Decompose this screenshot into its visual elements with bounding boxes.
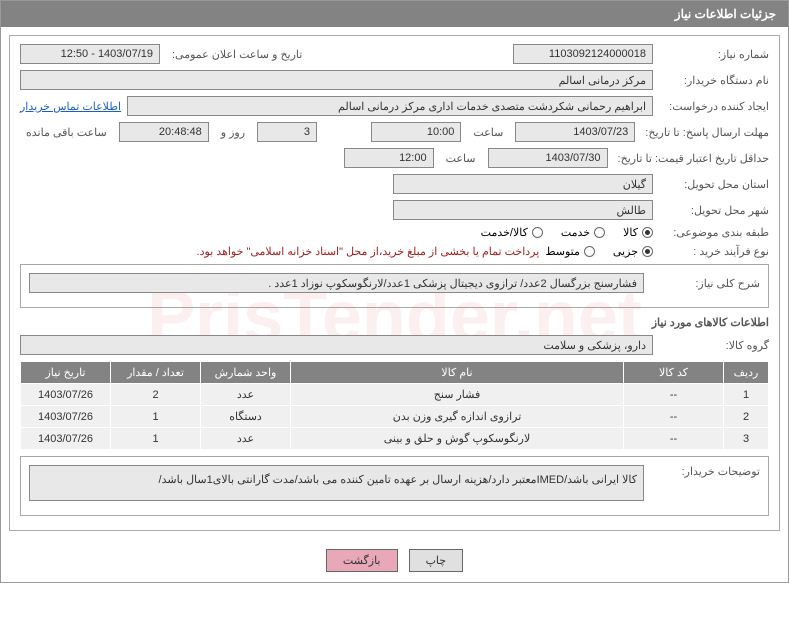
table-cell: 3 [724, 428, 769, 450]
print-button[interactable]: چاپ [409, 549, 464, 572]
buyer-org-value: مرکز درمانی اسالم [20, 70, 653, 90]
description-box: توضیحات خریدار: کالا ایرانی باشد/IMEDمعت… [20, 456, 769, 516]
days-remain: 3 [257, 122, 317, 142]
table-cell: 1 [724, 384, 769, 406]
table-row: 3--لارنگوسکوپ گوش و حلق و بینیعدد11403/0… [21, 428, 769, 450]
province-label: استان محل تحویل: [659, 178, 769, 191]
table-cell: 1 [111, 428, 201, 450]
process-radio-group: جزیی متوسط [545, 245, 653, 258]
goods-section-title: اطلاعات کالاهای مورد نیاز [20, 316, 769, 329]
radio-partial[interactable]: جزیی [613, 245, 653, 258]
table-cell: 1403/07/26 [21, 406, 111, 428]
table-cell: عدد [201, 384, 291, 406]
radio-dot-icon [642, 246, 653, 257]
deadline-hour: 10:00 [371, 122, 461, 142]
col-name: نام کالا [291, 362, 624, 384]
col-row: ردیف [724, 362, 769, 384]
validity-label: حداقل تاریخ اعتبار قیمت: تا تاریخ: [614, 152, 769, 165]
main-form: PrisTender.net شماره نیاز: 1103092124000… [9, 35, 780, 531]
time-remain: 20:48:48 [119, 122, 209, 142]
desc-label: توضیحات خریدار: [650, 465, 760, 478]
city-value: طالش [393, 200, 653, 220]
radio-dot-icon [642, 227, 653, 238]
deadline-date: 1403/07/23 [515, 122, 635, 142]
table-cell: لارنگوسکوپ گوش و حلق و بینی [291, 428, 624, 450]
province-value: گیلان [393, 174, 653, 194]
buyer-org-label: نام دستگاه خریدار: [659, 74, 769, 87]
radio-medium[interactable]: متوسط [545, 245, 595, 258]
request-no-value: 1103092124000018 [513, 44, 653, 64]
creator-label: ایجاد کننده درخواست: [659, 100, 769, 113]
table-cell: -- [624, 406, 724, 428]
group-label: گروه کالا: [659, 339, 769, 352]
summary-box: شرح کلی نیاز: فشارسنج بزرگسال 2عدد/ تراز… [20, 264, 769, 308]
announce-value: 1403/07/19 - 12:50 [20, 44, 160, 64]
col-qty: تعداد / مقدار [111, 362, 201, 384]
city-label: شهر محل تحویل: [659, 204, 769, 217]
button-row: چاپ بازگشت [1, 539, 788, 582]
summary-label: شرح کلی نیاز: [650, 277, 760, 290]
table-cell: 1 [111, 406, 201, 428]
table-row: 2--ترازوی اندازه گیری وزن بدندستگاه11403… [21, 406, 769, 428]
desc-value: کالا ایرانی باشد/IMEDمعتبر دارد/هزینه ار… [29, 465, 644, 501]
table-cell: 2 [724, 406, 769, 428]
table-cell: 1403/07/26 [21, 384, 111, 406]
col-date: تاریخ نیاز [21, 362, 111, 384]
summary-value: فشارسنج بزرگسال 2عدد/ ترازوی دیجیتال پزش… [29, 273, 644, 293]
table-cell: -- [624, 428, 724, 450]
process-label: نوع فرآیند خرید : [659, 245, 769, 258]
radio-dot-icon [594, 227, 605, 238]
deadline-label: مهلت ارسال پاسخ: تا تاریخ: [641, 126, 769, 139]
table-cell: دستگاه [201, 406, 291, 428]
table-cell: -- [624, 384, 724, 406]
announce-label: تاریخ و ساعت اعلان عمومی: [166, 48, 308, 61]
category-radio-group: کالا خدمت کالا/خدمت [481, 226, 653, 239]
group-value: دارو، پزشکی و سلامت [20, 335, 653, 355]
days-label: روز و [215, 126, 251, 139]
table-cell: ترازوی اندازه گیری وزن بدن [291, 406, 624, 428]
contact-link[interactable]: اطلاعات تماس خریدار [20, 100, 121, 113]
process-note: پرداخت تمام یا بخشی از مبلغ خرید،از محل … [197, 245, 540, 258]
goods-table: ردیف کد کالا نام کالا واحد شمارش تعداد /… [20, 361, 769, 450]
col-unit: واحد شمارش [201, 362, 291, 384]
window: جزئیات اطلاعات نیاز PrisTender.net شماره… [0, 0, 789, 583]
col-code: کد کالا [624, 362, 724, 384]
validity-hour: 12:00 [344, 148, 434, 168]
creator-value: ابراهیم رحمانی شکردشت متصدی خدمات اداری … [127, 96, 653, 116]
table-cell: 2 [111, 384, 201, 406]
table-cell: فشار سنج [291, 384, 624, 406]
remain-label: ساعت باقی مانده [20, 126, 113, 139]
page-title: جزئیات اطلاعات نیاز [1, 1, 788, 27]
request-no-label: شماره نیاز: [659, 48, 769, 61]
radio-both[interactable]: کالا/خدمت [481, 226, 543, 239]
radio-dot-icon [584, 246, 595, 257]
radio-dot-icon [532, 227, 543, 238]
hour-label-2: ساعت [440, 152, 482, 165]
back-button[interactable]: بازگشت [326, 549, 398, 572]
radio-service[interactable]: خدمت [561, 226, 605, 239]
table-cell: 1403/07/26 [21, 428, 111, 450]
table-row: 1--فشار سنجعدد21403/07/26 [21, 384, 769, 406]
category-label: طبقه بندی موضوعی: [659, 226, 769, 239]
validity-date: 1403/07/30 [488, 148, 608, 168]
radio-goods[interactable]: کالا [623, 226, 653, 239]
table-cell: عدد [201, 428, 291, 450]
hour-label-1: ساعت [467, 126, 509, 139]
